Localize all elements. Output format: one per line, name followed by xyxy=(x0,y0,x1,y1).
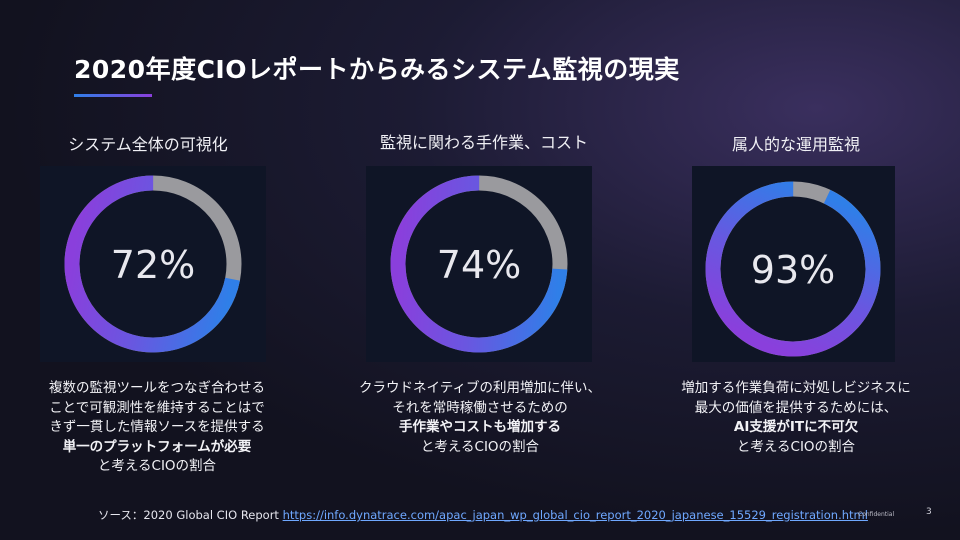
source-citation: ソース：2020 Global CIO Report https://info.… xyxy=(98,507,868,523)
description-line: きず一貫した情報ソースを提供する xyxy=(49,419,265,435)
description-visibility: 複数の監視ツールをつなぎ合わせる ことで可観測性を維持することはで きず一貫した情報… xyxy=(7,379,307,477)
title-underline xyxy=(74,94,152,97)
donut-percent-person-dependent: 93% xyxy=(751,248,835,292)
description-manual-cost: クラウドネイティブの利用増加に伴い、 それを常時稼働させるための 手作業やコストも増… xyxy=(330,379,630,457)
description-line: 複数の監視ツールをつなぎ合わせる xyxy=(49,380,265,396)
slide-title: 2020年度CIOレポートからみるシステム監視の現実 xyxy=(74,55,680,84)
donut-chart-visibility: 72% xyxy=(64,175,242,353)
description-line: と考えるCIOの割合 xyxy=(420,438,540,455)
description-line: クラウドネイティブの利用増加に伴い、 xyxy=(359,380,601,396)
description-line: それを常時稼働させるための xyxy=(392,399,568,416)
description-line: と考えるCIOの割合 xyxy=(97,458,217,474)
description-line: と考えるCIOの割合 xyxy=(736,438,856,455)
source-link[interactable]: https://info.dynatrace.com/apac_japan_wp… xyxy=(282,508,868,522)
column-heading-person-dependent: 属人的な運用監視 xyxy=(731,135,861,154)
column-heading-manual-cost: 監視に関わる手作業、コスト xyxy=(379,133,589,152)
description-line: 増加する作業負荷に対処しビジネスに xyxy=(681,380,911,396)
description-line: AI支援がITに不可欠 xyxy=(733,419,859,435)
source-prefix: ソース：2020 Global CIO Report xyxy=(98,508,283,522)
donut-panel-person-dependent: 93% xyxy=(692,166,895,362)
description-line: 最大の価値を提供するためには、 xyxy=(694,399,898,416)
description-line: 単一のプラットフォームが必要 xyxy=(62,438,252,455)
confidential-label: Confidential xyxy=(858,511,895,518)
description-person-dependent: 増加する作業負荷に対処しビジネスに 最大の価値を提供するためには、 AI支援がITに… xyxy=(646,379,946,457)
donut-value-arc xyxy=(64,175,242,353)
donut-chart-manual-cost: 74% xyxy=(390,175,568,353)
description-line: ことで可観測性を維持することはで xyxy=(49,399,265,416)
donut-chart-person-dependent: 93% xyxy=(705,181,881,357)
donut-panel-visibility: 72% xyxy=(40,166,266,362)
column-heading-visibility: システム全体の可視化 xyxy=(68,135,228,154)
donut-percent-manual-cost: 74% xyxy=(437,243,521,287)
donut-panel-manual-cost: 74% xyxy=(366,166,592,362)
description-line: 手作業やコストも増加する xyxy=(399,419,561,435)
page-number: 3 xyxy=(926,507,932,517)
donut-value-arc xyxy=(390,175,568,353)
donut-percent-visibility: 72% xyxy=(111,243,195,287)
